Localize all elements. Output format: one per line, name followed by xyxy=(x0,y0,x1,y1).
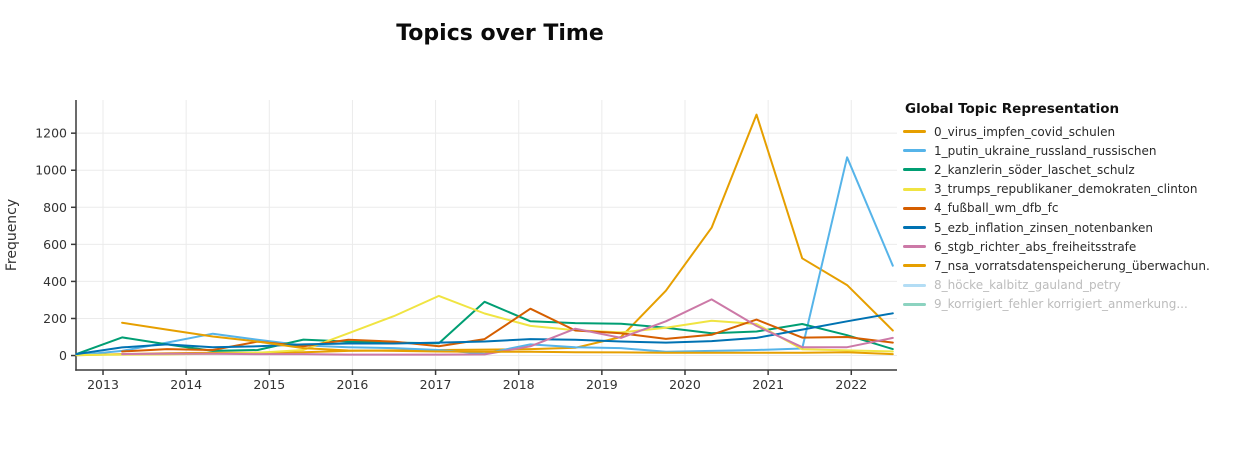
legend-swatch-icon xyxy=(903,168,926,172)
legend-item-8[interactable]: 8_höcke_kalbitz_gauland_petry xyxy=(903,276,1248,295)
y-tick-label: 400 xyxy=(43,274,67,289)
x-tick-label: 2018 xyxy=(503,377,535,392)
x-tick-label: 2021 xyxy=(752,377,784,392)
legend-item-1[interactable]: 1_putin_ukraine_russland_russischen xyxy=(903,141,1248,160)
legend-item-6[interactable]: 6_stgb_richter_abs_freiheitsstrafe xyxy=(903,237,1248,256)
series-line-7[interactable] xyxy=(121,321,894,356)
x-tick-label: 2015 xyxy=(253,377,285,392)
gridlines xyxy=(76,100,897,370)
legend-item-0[interactable]: 0_virus_impfen_covid_schulen xyxy=(903,122,1248,141)
legend-swatch-icon xyxy=(903,264,926,268)
legend-item-label: 0_virus_impfen_covid_schulen xyxy=(934,124,1116,139)
legend-item-label: 3_trumps_republikaner_demokraten_clinton xyxy=(934,182,1198,197)
legend-item-label: 6_stgb_richter_abs_freiheitsstrafe xyxy=(934,239,1137,254)
y-tick-label: 1000 xyxy=(35,163,67,178)
x-tick-label: 2014 xyxy=(170,377,202,392)
legend-swatch-icon xyxy=(903,130,926,134)
legend-item-label: 7_nsa_vorratsdatenspeicherung_überwachun… xyxy=(934,258,1210,273)
legend-swatch-icon xyxy=(903,302,926,306)
legend-swatch-icon xyxy=(903,283,926,287)
legend: Global Topic Representation 0_virus_impf… xyxy=(903,101,1248,314)
legend-item-3[interactable]: 3_trumps_republikaner_demokraten_clinton xyxy=(903,180,1248,199)
legend-swatch-icon xyxy=(903,187,926,191)
x-tick-label: 2016 xyxy=(337,377,369,392)
axes: 2013 2014 2015 2016 2017 2018 2019 2020 2021 2022… xyxy=(35,100,897,392)
legend-item-7[interactable]: 7_nsa_vorratsdatenspeicherung_überwachun… xyxy=(903,256,1248,275)
y-tick-label: 600 xyxy=(43,237,67,252)
x-tick-label: 2019 xyxy=(586,377,618,392)
legend-swatch-icon xyxy=(903,149,926,153)
series-line-5[interactable] xyxy=(75,312,894,356)
legend-item-label: 2_kanzlerin_söder_laschet_schulz xyxy=(934,162,1135,177)
legend-swatch-icon xyxy=(903,226,926,230)
series-line-4[interactable] xyxy=(121,307,894,353)
legend-item-5[interactable]: 5_ezb_inflation_zinsen_notenbanken xyxy=(903,218,1248,237)
legend-item-9[interactable]: 9_korrigiert_fehler korrigiert_anmerkung… xyxy=(903,295,1248,314)
legend-item-label: 4_fußball_wm_dfb_fc xyxy=(934,201,1059,216)
x-tick-label: 2022 xyxy=(835,377,867,392)
chart-title: Topics over Time xyxy=(396,21,604,46)
legend-swatch-icon xyxy=(903,206,926,210)
legend-item-2[interactable]: 2_kanzlerin_söder_laschet_schulz xyxy=(903,160,1248,179)
legend-title: Global Topic Representation xyxy=(905,101,1120,117)
y-axis-title: Frequency xyxy=(4,199,20,271)
x-tick-label: 2013 xyxy=(87,377,119,392)
legend-item-label: 8_höcke_kalbitz_gauland_petry xyxy=(934,278,1121,293)
legend-item-label: 5_ezb_inflation_zinsen_notenbanken xyxy=(934,220,1153,235)
series-line-6[interactable] xyxy=(121,298,894,356)
y-tick-label: 0 xyxy=(59,348,67,363)
y-tick-label: 800 xyxy=(43,200,67,215)
legend-item-label: 9_korrigiert_fehler korrigiert_anmerkung… xyxy=(934,297,1188,312)
x-tick-label: 2017 xyxy=(420,377,452,392)
x-tick-label: 2020 xyxy=(669,377,701,392)
y-tick-label: 1200 xyxy=(35,126,67,141)
legend-item-label: 1_putin_ukraine_russland_russischen xyxy=(934,143,1157,158)
legend-items: 0_virus_impfen_covid_schulen 1_putin_ukra… xyxy=(903,122,1248,314)
series-lines xyxy=(75,113,894,357)
legend-swatch-icon xyxy=(903,245,926,249)
y-tick-label: 200 xyxy=(43,311,67,326)
legend-item-4[interactable]: 4_fußball_wm_dfb_fc xyxy=(903,199,1248,218)
